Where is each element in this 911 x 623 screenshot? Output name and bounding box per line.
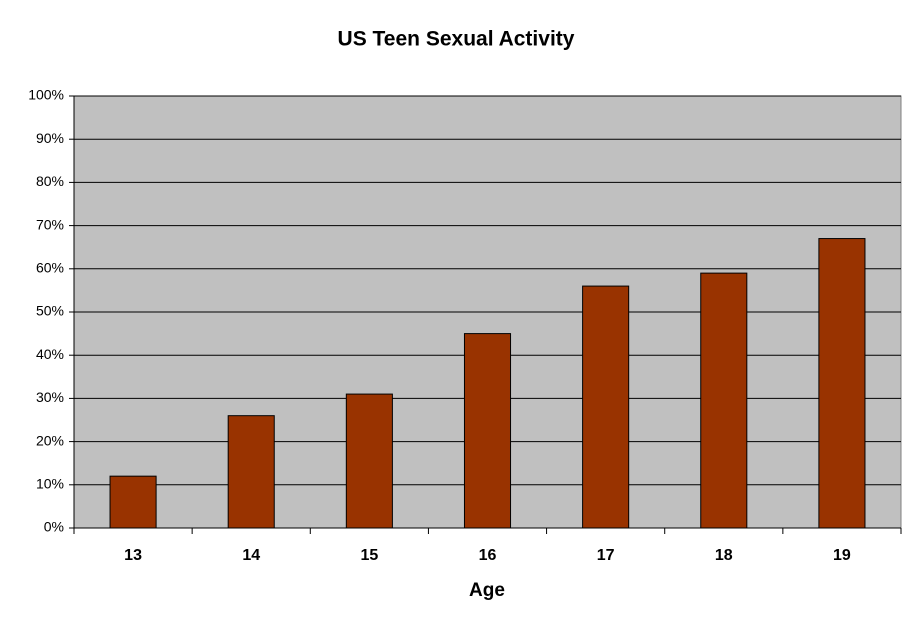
x-axis-title: Age xyxy=(469,580,505,601)
x-tick-label: 17 xyxy=(597,547,615,564)
y-tick-label: 60% xyxy=(36,260,64,276)
y-tick-label: 100% xyxy=(28,87,64,103)
x-tick-label: 15 xyxy=(360,547,378,564)
bar xyxy=(582,285,630,529)
y-tick-label: 0% xyxy=(44,519,64,535)
bar xyxy=(818,238,866,529)
y-tick-label: 20% xyxy=(36,432,64,448)
bar xyxy=(227,415,275,529)
y-tick-label: 50% xyxy=(36,303,64,319)
y-tick-label: 10% xyxy=(36,476,64,492)
y-tick-label: 90% xyxy=(36,130,64,146)
x-tick-label: 19 xyxy=(833,547,851,564)
bar xyxy=(345,393,393,529)
bar xyxy=(109,475,157,529)
x-tick-label: 13 xyxy=(124,547,142,564)
chart-title: US Teen Sexual Activity xyxy=(338,28,575,51)
x-tick-label: 14 xyxy=(242,547,260,564)
x-tick-label: 18 xyxy=(715,547,733,564)
y-tick-label: 70% xyxy=(36,216,64,232)
bar xyxy=(700,272,748,529)
bar xyxy=(463,333,512,529)
x-tick-label: 16 xyxy=(479,547,497,564)
y-tick-label: 80% xyxy=(36,173,64,189)
y-tick-label: 30% xyxy=(36,389,64,405)
y-tick-label: 40% xyxy=(36,346,64,362)
